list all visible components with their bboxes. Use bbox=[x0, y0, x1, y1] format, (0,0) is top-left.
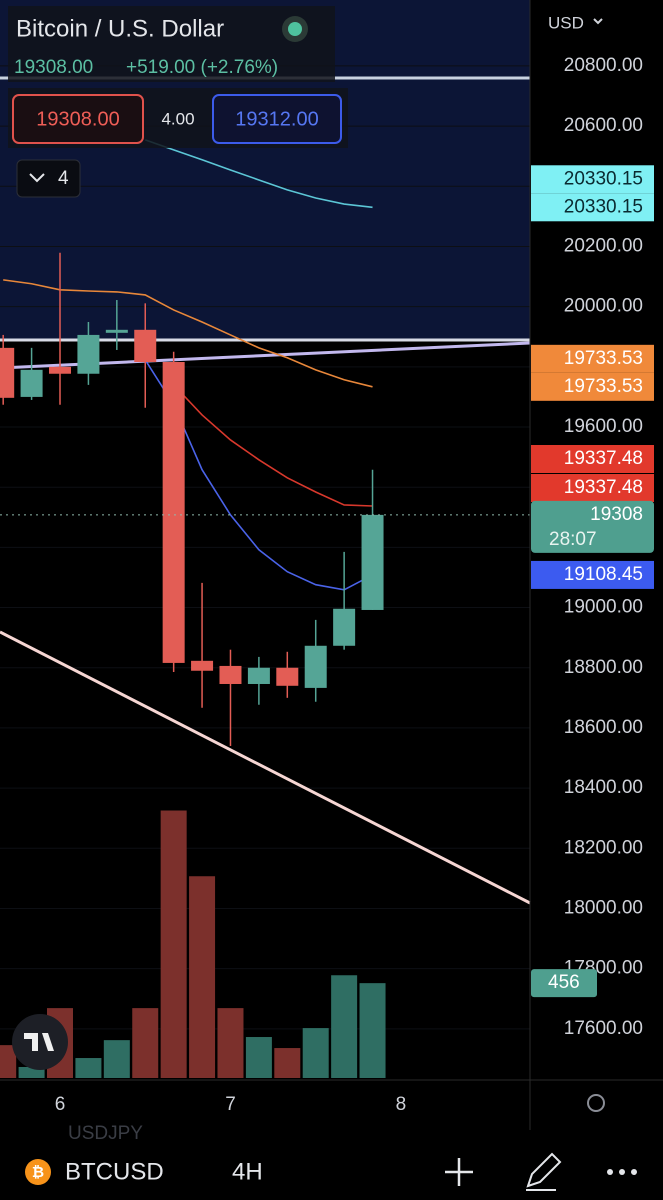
last-price-label: 19308 bbox=[590, 504, 643, 525]
trend-drawing bbox=[0, 630, 531, 905]
symbol-title: Bitcoin / U.S. Dollar bbox=[16, 15, 224, 42]
x-tick-label: 7 bbox=[225, 1094, 236, 1115]
countdown: 28:07 bbox=[549, 529, 597, 550]
coin-glyph: ₿ bbox=[32, 1164, 44, 1181]
volume-bar bbox=[103, 1040, 130, 1078]
chevron-icon bbox=[593, 18, 603, 25]
price-tag bbox=[531, 560, 654, 589]
x-tick-label: 6 bbox=[55, 1094, 66, 1115]
time-axis: 6 7 8 bbox=[55, 1094, 407, 1115]
candle-body bbox=[105, 329, 128, 333]
volume-bar bbox=[302, 1028, 329, 1078]
add-icon[interactable] bbox=[445, 1158, 473, 1186]
volume-bar bbox=[160, 810, 187, 1078]
price-tag-label: 20330.15 bbox=[564, 196, 643, 217]
volume-bar bbox=[217, 1008, 244, 1078]
bid-price[interactable]: 19308.00 bbox=[36, 108, 119, 130]
price-tag bbox=[531, 474, 654, 503]
price-tag bbox=[531, 372, 654, 401]
volume-pane bbox=[0, 810, 386, 1078]
candle-body bbox=[219, 665, 242, 684]
y-tick-label: 19000.00 bbox=[564, 597, 643, 618]
candle-body bbox=[247, 667, 270, 684]
volume-tag-label: 456 bbox=[548, 972, 580, 993]
volume-bar bbox=[18, 1066, 45, 1078]
volume-tag bbox=[531, 969, 597, 998]
y-tick-label: 17600.00 bbox=[564, 1018, 643, 1039]
coin-icon bbox=[25, 1159, 51, 1185]
y-tick-label: 19600.00 bbox=[564, 416, 643, 437]
candle-body bbox=[361, 514, 384, 610]
currency-selector[interactable]: USD bbox=[548, 13, 584, 32]
y-tick-label: 18400.00 bbox=[564, 777, 643, 798]
ma-line bbox=[3, 279, 373, 388]
y-tick-label: 18000.00 bbox=[564, 897, 643, 918]
settings-icon[interactable] bbox=[587, 1094, 605, 1112]
buy-button[interactable] bbox=[212, 94, 342, 144]
price-change: +519.00 (+2.76%) bbox=[126, 57, 278, 78]
price-axis: 20800.0020600.0020400.0020200.0020000.00… bbox=[564, 55, 643, 1039]
candle-body bbox=[162, 362, 185, 663]
candles bbox=[0, 252, 384, 746]
chevron-icon bbox=[29, 173, 45, 183]
candle-body bbox=[0, 347, 15, 398]
price-tag-label: 19337.48 bbox=[564, 477, 643, 498]
ma-line bbox=[173, 384, 373, 507]
y-tick-label: 18800.00 bbox=[564, 657, 643, 678]
candle-body bbox=[276, 667, 299, 686]
brand-logo[interactable] bbox=[12, 1014, 68, 1070]
candle-body bbox=[77, 334, 100, 374]
volume-bar bbox=[132, 1008, 159, 1078]
y-tick-label: 20200.00 bbox=[564, 235, 643, 256]
last-price-tag bbox=[531, 500, 654, 553]
symbol[interactable]: BTCUSD bbox=[65, 1158, 164, 1185]
price-tag-label: 19733.53 bbox=[564, 376, 643, 397]
price-tag bbox=[531, 445, 654, 474]
candle-body bbox=[134, 329, 157, 363]
watermark-symbol: USDJPY bbox=[68, 1123, 143, 1144]
ask-price[interactable]: 19312.00 bbox=[235, 108, 318, 130]
volume-bar bbox=[0, 1045, 17, 1078]
legend-box bbox=[8, 6, 335, 82]
candle-body bbox=[191, 660, 214, 671]
price-tag-label: 19337.48 bbox=[564, 448, 643, 469]
volume-bar bbox=[331, 975, 358, 1078]
candle-body bbox=[20, 369, 43, 397]
more-icon[interactable] bbox=[607, 1169, 637, 1175]
price-tag-label: 19108.45 bbox=[564, 564, 643, 585]
indicator-toggle[interactable] bbox=[16, 159, 81, 198]
price-tags: 20330.15 20330.15 19733.53 19733.53 19337.48… bbox=[531, 165, 654, 998]
y-tick-label: 18200.00 bbox=[564, 837, 643, 858]
volume-bar bbox=[75, 1058, 102, 1078]
y-tick-label: 20800.00 bbox=[564, 55, 643, 76]
volume-bar bbox=[274, 1048, 301, 1078]
candle-body bbox=[49, 366, 72, 374]
last-price: 19308.00 bbox=[14, 57, 93, 78]
indicator-count[interactable]: 4 bbox=[58, 168, 69, 189]
volume-bar bbox=[359, 983, 386, 1078]
candle-body bbox=[304, 645, 327, 688]
price-tag bbox=[531, 193, 654, 222]
y-tick-label: 18600.00 bbox=[564, 717, 643, 738]
brand-mark bbox=[24, 1033, 54, 1051]
spread: 4.00 bbox=[161, 109, 194, 128]
candle-body bbox=[333, 608, 356, 646]
volume-bar bbox=[245, 1037, 272, 1078]
price-tag bbox=[531, 165, 654, 194]
interval[interactable]: 4H bbox=[232, 1158, 263, 1185]
draw-icon[interactable] bbox=[526, 1152, 562, 1191]
price-tag bbox=[531, 344, 654, 373]
x-tick-label: 8 bbox=[396, 1094, 407, 1115]
price-tag-label: 20330.15 bbox=[564, 168, 643, 189]
status-dot bbox=[288, 22, 302, 36]
volume-bar bbox=[189, 876, 216, 1078]
ma-line bbox=[144, 139, 373, 209]
sell-button[interactable] bbox=[12, 94, 144, 144]
price-tag-label: 19733.53 bbox=[564, 348, 643, 369]
y-tick-label: 20600.00 bbox=[564, 115, 643, 136]
y-tick-label: 20000.00 bbox=[564, 296, 643, 317]
